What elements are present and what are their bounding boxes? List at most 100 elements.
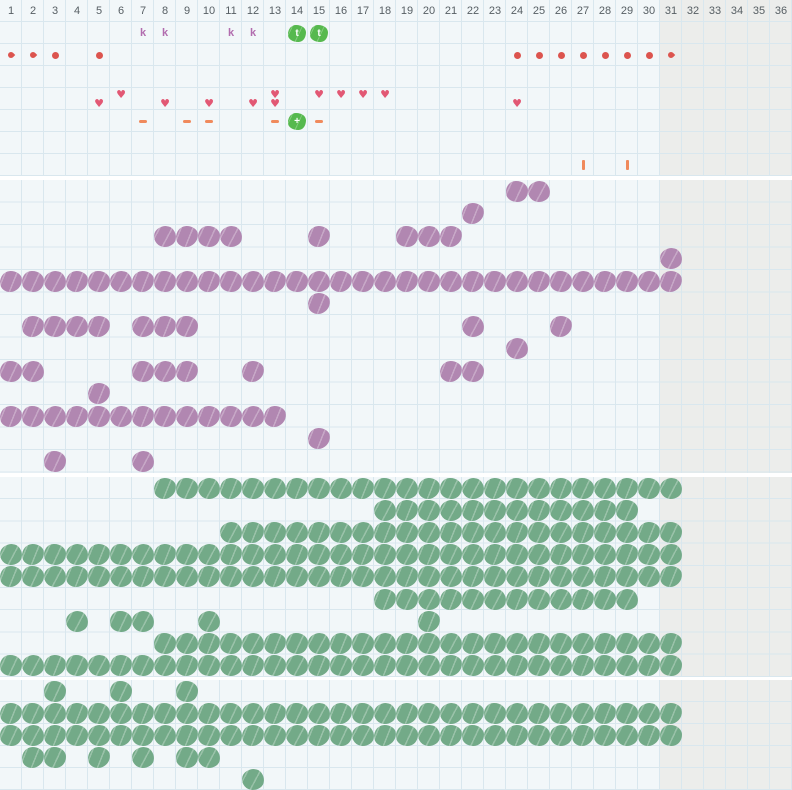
crop-blob-cell[interactable]	[396, 724, 418, 746]
green-crop-blob-icon[interactable]	[550, 566, 572, 588]
crop-blob-cell[interactable]	[307, 270, 331, 293]
purple-crop-blob-icon[interactable]	[352, 270, 374, 292]
crop-blob-cell[interactable]	[660, 655, 682, 677]
crop-blob-cell[interactable]	[0, 270, 23, 293]
purple-crop-blob-icon[interactable]	[88, 270, 110, 292]
crop-blob-cell[interactable]	[528, 521, 550, 543]
purple-crop-blob-icon[interactable]	[175, 360, 199, 383]
heart-cell[interactable]: ♥	[110, 88, 132, 110]
green-crop-blob-icon[interactable]	[461, 565, 485, 588]
green-crop-blob-icon[interactable]	[110, 680, 132, 702]
purple-crop-blob-icon[interactable]	[87, 382, 111, 405]
crop-blob-cell[interactable]	[285, 723, 309, 747]
crop-blob-cell[interactable]	[373, 499, 397, 522]
green-crop-blob-icon[interactable]	[330, 655, 352, 677]
crop-blob-cell[interactable]	[484, 499, 506, 521]
green-crop-blob-icon[interactable]	[616, 499, 638, 521]
crop-blob-cell[interactable]	[395, 543, 419, 566]
crop-blob-cell[interactable]	[330, 655, 352, 677]
green-crop-blob-icon[interactable]	[593, 632, 617, 655]
crop-blob-cell[interactable]	[637, 723, 661, 747]
purple-crop-blob-icon[interactable]	[549, 315, 573, 338]
section-crop-track-green-b[interactable]	[0, 680, 792, 790]
sprout-icon[interactable]: t	[310, 24, 328, 42]
green-crop-blob-icon[interactable]	[153, 654, 177, 677]
crop-blob-cell[interactable]	[131, 701, 155, 725]
green-crop-blob-icon[interactable]	[330, 521, 352, 543]
purple-crop-blob-icon[interactable]	[417, 225, 441, 248]
green-crop-blob-icon[interactable]	[659, 632, 683, 655]
green-crop-blob-icon[interactable]	[351, 654, 375, 677]
heart-icon[interactable]: ♥	[270, 87, 280, 101]
purple-crop-blob-icon[interactable]	[153, 360, 177, 383]
crop-blob-cell[interactable]	[417, 588, 441, 611]
green-crop-blob-icon[interactable]	[43, 654, 67, 677]
crop-blob-cell[interactable]	[439, 360, 463, 383]
crop-blob-cell[interactable]	[417, 543, 441, 566]
green-crop-blob-icon[interactable]	[153, 477, 177, 500]
green-crop-blob-icon[interactable]	[571, 723, 595, 747]
crop-blob-cell[interactable]	[549, 654, 573, 677]
green-crop-blob-icon[interactable]	[131, 565, 155, 588]
dash-marker-icon[interactable]	[315, 119, 323, 123]
crop-blob-cell[interactable]	[65, 270, 89, 293]
purple-crop-blob-icon[interactable]	[131, 405, 155, 428]
green-crop-blob-icon[interactable]	[198, 724, 220, 746]
green-crop-blob-icon[interactable]	[330, 724, 352, 746]
green-crop-blob-icon[interactable]	[352, 632, 374, 654]
green-crop-blob-icon[interactable]	[439, 701, 463, 725]
green-crop-blob-icon[interactable]	[219, 521, 243, 544]
crop-blob-cell[interactable]	[110, 544, 132, 566]
dash-cell[interactable]	[308, 110, 330, 132]
crop-blob-cell[interactable]	[462, 655, 484, 677]
crop-blob-cell[interactable]	[154, 405, 176, 428]
crop-blob-cell[interactable]	[572, 544, 594, 566]
purple-crop-blob-icon[interactable]	[154, 405, 176, 427]
green-crop-blob-icon[interactable]	[197, 565, 221, 588]
green-crop-blob-icon[interactable]	[21, 745, 45, 769]
sprout-icon[interactable]: t	[288, 24, 306, 42]
green-crop-blob-icon[interactable]	[132, 655, 154, 677]
crop-blob-cell[interactable]	[330, 724, 352, 746]
crop-blob-cell[interactable]	[329, 632, 353, 655]
green-crop-blob-icon[interactable]	[285, 723, 309, 747]
green-crop-blob-icon[interactable]	[572, 544, 594, 566]
green-crop-blob-icon[interactable]	[66, 655, 88, 677]
dot-marker-icon[interactable]	[95, 51, 103, 59]
green-crop-blob-icon[interactable]	[285, 477, 309, 500]
purple-crop-blob-icon[interactable]	[131, 450, 155, 473]
crop-blob-cell[interactable]	[505, 588, 529, 611]
crop-blob-cell[interactable]	[351, 723, 375, 747]
green-crop-blob-icon[interactable]	[43, 565, 67, 588]
crop-blob-cell[interactable]	[571, 270, 595, 293]
crop-blob-cell[interactable]	[527, 632, 551, 655]
crop-blob-cell[interactable]	[616, 270, 638, 293]
green-crop-blob-icon[interactable]	[351, 723, 375, 747]
k-marker-icon[interactable]: k	[161, 27, 169, 39]
green-crop-blob-icon[interactable]	[22, 702, 44, 724]
crop-blob-cell[interactable]	[21, 315, 45, 338]
crop-blob-cell[interactable]	[395, 632, 419, 655]
k-marker-icon[interactable]: k	[139, 27, 147, 39]
crop-blob-cell[interactable]	[65, 315, 89, 338]
crop-blob-cell[interactable]	[461, 477, 485, 500]
green-crop-blob-icon[interactable]	[307, 632, 331, 655]
crop-blob-cell[interactable]	[637, 565, 661, 588]
green-crop-blob-icon[interactable]	[549, 477, 573, 500]
green-crop-blob-icon[interactable]	[417, 477, 441, 500]
purple-crop-blob-icon[interactable]	[241, 270, 265, 293]
crop-blob-cell[interactable]	[87, 745, 111, 769]
purple-crop-blob-icon[interactable]	[0, 270, 23, 293]
sprout-cell[interactable]: t	[286, 22, 308, 44]
green-crop-blob-icon[interactable]	[153, 723, 177, 747]
crop-blob-cell[interactable]	[132, 655, 154, 677]
crop-blob-cell[interactable]	[197, 477, 221, 500]
heart-icon[interactable]: ♥	[380, 87, 390, 101]
green-crop-blob-icon[interactable]	[483, 654, 507, 677]
green-crop-blob-icon[interactable]	[505, 654, 529, 677]
green-crop-blob-icon[interactable]	[528, 655, 550, 677]
crop-blob-cell[interactable]	[0, 724, 22, 746]
crop-blob-cell[interactable]	[506, 544, 528, 566]
crop-blob-cell[interactable]	[528, 724, 550, 746]
green-crop-blob-icon[interactable]	[572, 477, 594, 499]
